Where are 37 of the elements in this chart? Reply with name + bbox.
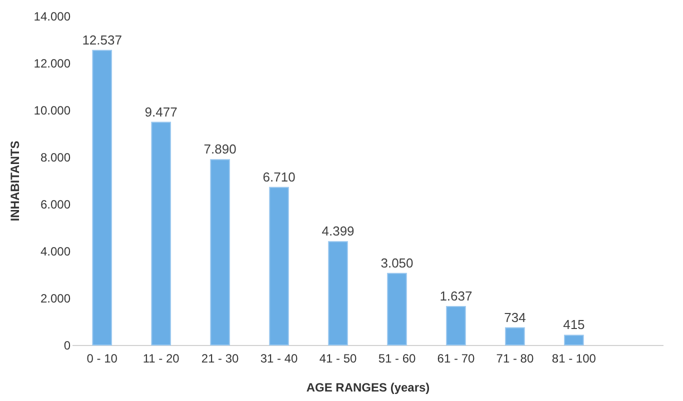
y-tick-label: 8.000	[40, 150, 71, 164]
bar	[387, 272, 407, 346]
x-tick-label: 11 - 20	[142, 352, 180, 366]
x-tick-label: 51 - 60	[378, 352, 416, 366]
y-tick-label: 0	[64, 338, 71, 352]
y-tick-label: 2.000	[40, 292, 71, 306]
bar	[92, 50, 112, 346]
data-label: 9.477	[144, 104, 178, 120]
bar	[328, 241, 348, 346]
data-label: 4.399	[322, 224, 354, 239]
bar	[269, 186, 289, 346]
y-axis-title: INHABITANTS	[8, 140, 22, 222]
data-label: 415	[563, 317, 585, 332]
bar	[505, 327, 525, 346]
bar	[446, 306, 466, 346]
x-tick-label: 71 - 80	[496, 352, 534, 366]
y-tick-label: 10.000	[34, 104, 71, 118]
x-tick-label: 61 - 70	[437, 352, 475, 366]
bar	[564, 334, 584, 346]
y-tick-label: 14.000	[34, 10, 71, 24]
y-tick-label: 12.000	[34, 56, 71, 70]
data-label: 6.710	[262, 169, 296, 184]
y-tick-label: 4.000	[40, 244, 71, 258]
bar	[151, 122, 171, 346]
bar	[210, 159, 230, 346]
x-tick-label: 0 - 10	[86, 352, 118, 366]
data-label: 1.637	[440, 288, 472, 304]
data-label: 12.537	[82, 32, 122, 48]
x-tick-label: 21 - 30	[201, 352, 240, 366]
x-axis-title: AGE RANGES (years)	[306, 380, 430, 394]
x-tick-label: 31 - 40	[260, 352, 298, 366]
data-label: 7.890	[204, 142, 236, 157]
x-tick-label: 41 - 50	[319, 352, 358, 366]
data-label: 734	[504, 310, 526, 325]
y-tick-label: 6.000	[40, 198, 71, 212]
data-label: 3.050	[380, 255, 414, 270]
x-tick-label: 81 - 100	[552, 352, 596, 366]
